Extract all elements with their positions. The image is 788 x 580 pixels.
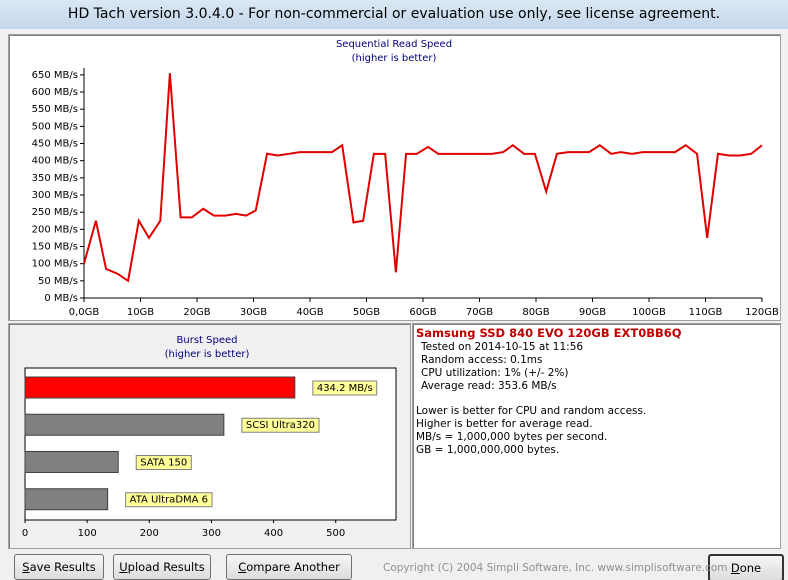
value-label-box [241,417,320,433]
y-tick-label: 500 MB/s [32,121,78,132]
x-tick-label: 400 [264,528,283,539]
result: CPU utilization: 1% (+/- 2%) [421,367,569,379]
result: Tested on 2014-10-15 at 11:56 [421,341,584,353]
x-tick-label: 500 [326,528,345,539]
y-tick-label: 550 MB/s [32,104,78,115]
x-tick-label: 100GB [632,307,666,318]
x-tick-label: 10GB [127,307,154,318]
x-tick-label: 200 [140,528,159,539]
value-label-box [312,380,378,396]
note: Higher is better for average read. [416,418,593,430]
value-label: 434.2 MB/s [317,383,373,394]
y-tick-label: 200 MB/s [32,224,78,235]
x-tick-label: 100 [78,528,97,539]
drive-name: Samsung SSD 840 EVO 120GB EXT0BB6Q [416,326,682,340]
value-label: SCSI Ultra320 [246,420,315,431]
y-tick-label: 450 MB/s [32,139,78,150]
button[interactable]: Done [708,554,784,580]
y-tick-label: 350 MB/s [32,173,78,184]
value-label: SATA 150 [140,457,187,468]
info-panel [412,323,781,549]
y-tick-label: 600 MB/s [32,87,78,98]
y-tick-label: 300 MB/s [32,190,78,201]
x-tick-label: 70GB [466,307,493,318]
note: Lower is better for CPU and random acces… [416,405,647,417]
x-tick-label: 50GB [353,307,380,318]
button[interactable]: Save Results [14,554,104,580]
y-tick-label: 250 MB/s [32,207,78,218]
note: GB = 1,000,000,000 bytes. [416,444,560,456]
bar [24,488,109,511]
x-tick-label: 60GB [409,307,436,318]
x-tick-label: 20GB [183,307,210,318]
chart-title: Burst Speed [177,335,238,346]
bar [24,413,225,436]
chart-subtitle: (higher is better) [352,53,437,64]
x-tick-label: 30GB [240,307,267,318]
read-panel [8,34,781,321]
value-label-box [125,492,213,508]
x-tick-label: 300 [202,528,221,539]
note: MB/s = 1,000,000 bytes per second. [416,431,608,443]
result: Random access: 0.1ms [421,354,543,366]
y-tick-label: 150 MB/s [32,242,78,253]
window-title: HD Tach version 3.0.4.0 - For non-commer… [0,0,788,29]
x-tick-label: 0,0GB [69,307,100,318]
y-tick-label: 400 MB/s [32,156,78,167]
value-label: ATA UltraDMA 6 [130,495,208,506]
y-tick-label: 50 MB/s [38,276,78,287]
x-tick-label: 0 [22,528,28,539]
x-tick-label: 80GB [522,307,549,318]
result: Average read: 353.6 MB/s [421,380,557,392]
bar [24,450,119,473]
x-tick-label: 120GB [745,307,779,318]
y-tick-label: 100 MB/s [32,259,78,270]
button[interactable]: Compare Another Drive [226,554,352,580]
y-tick-label: 650 MB/s [32,70,78,81]
chart-title: Sequential Read Speed [336,39,452,50]
x-tick-label: 40GB [296,307,323,318]
chart-subtitle: (higher is better) [165,349,250,360]
value-label-box [135,454,192,470]
button[interactable]: Upload Results [113,554,211,580]
y-tick-label: 0 MB/s [44,293,78,304]
copyright: Copyright (C) 2004 Simpli Software, Inc.… [383,562,728,574]
read-line [83,73,763,283]
bar [24,376,296,399]
x-tick-label: 110GB [689,307,723,318]
x-tick-label: 90GB [579,307,606,318]
